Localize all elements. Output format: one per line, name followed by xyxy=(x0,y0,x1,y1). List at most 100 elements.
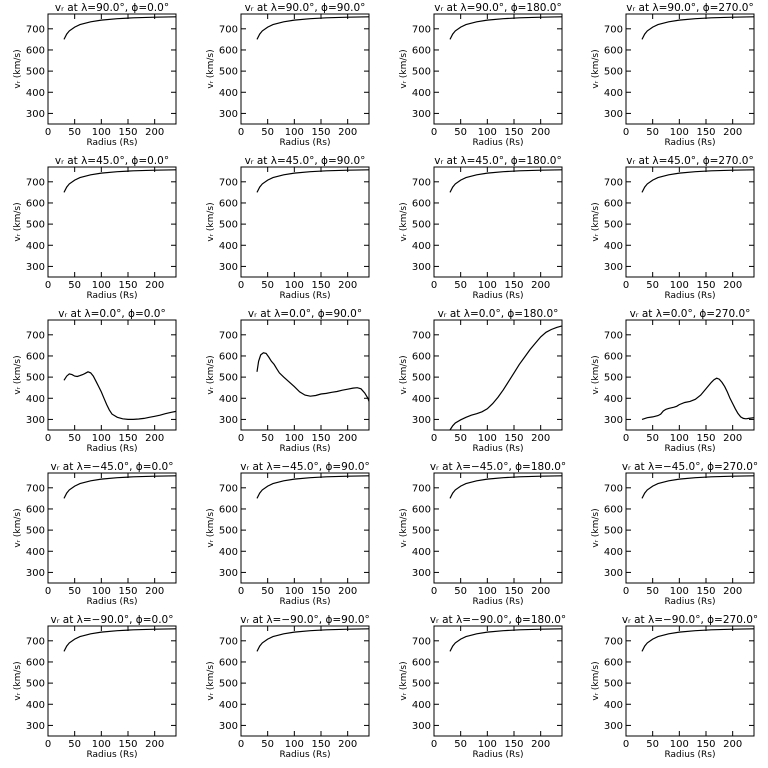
plot-frame xyxy=(47,319,177,431)
x-tick-label: 200 xyxy=(145,280,164,291)
y-tick-label: 500 xyxy=(412,67,431,78)
y-tick-label: 600 xyxy=(604,45,623,56)
x-tick-label: 100 xyxy=(478,739,497,750)
plot-frame xyxy=(47,13,177,125)
series-line xyxy=(256,169,369,193)
y-tick-label: 600 xyxy=(412,504,431,515)
x-axis-label: Radius (Rs) xyxy=(664,444,715,454)
y-tick-label: 700 xyxy=(26,636,45,647)
y-tick-label: 300 xyxy=(26,568,45,579)
y-tick-label: 500 xyxy=(412,526,431,537)
y-tick-label: 700 xyxy=(412,24,431,35)
x-tick-label: 150 xyxy=(311,739,330,750)
y-tick-label: 300 xyxy=(219,415,238,426)
y-axis-label: vᵣ (km/s) xyxy=(13,49,23,88)
y-tick-label: 300 xyxy=(412,109,431,120)
x-axis-label: Radius (Rs) xyxy=(472,291,523,301)
y-tick-label: 300 xyxy=(26,109,45,120)
x-tick-label: 100 xyxy=(92,280,111,291)
x-tick-label: 200 xyxy=(723,586,742,597)
x-tick-label: 200 xyxy=(723,127,742,138)
y-tick-label: 600 xyxy=(219,45,238,56)
panel-title: vᵣ at λ=0.0°, ϕ=270.0° xyxy=(630,308,751,320)
y-tick-label: 600 xyxy=(412,657,431,668)
x-tick-label: 100 xyxy=(670,586,689,597)
y-tick-label: 400 xyxy=(219,241,238,252)
y-axis-label: vᵣ (km/s) xyxy=(591,661,601,700)
series-line xyxy=(449,475,562,499)
y-tick-label: 300 xyxy=(412,568,431,579)
y-axis-label: vᵣ (km/s) xyxy=(399,661,409,700)
x-tick-label: 50 xyxy=(454,127,467,138)
panel-title: vᵣ at λ=−45.0°, ϕ=180.0° xyxy=(430,461,566,473)
x-axis-label: Radius (Rs) xyxy=(664,138,715,148)
series-line xyxy=(256,352,369,402)
y-tick-label: 600 xyxy=(26,504,45,515)
panel-12: vᵣ at λ=0.0°, ϕ=270.0° 0 50 100 150 200 300 400… xyxy=(591,308,755,454)
panel-title: vᵣ at λ=−90.0°, ϕ=0.0° xyxy=(51,614,174,626)
y-tick-label: 500 xyxy=(26,220,45,231)
plot-frame xyxy=(47,472,177,584)
y-tick-label: 700 xyxy=(412,330,431,341)
panel-title: vᵣ at λ=−45.0°, ϕ=90.0° xyxy=(240,461,370,473)
x-tick-label: 0 xyxy=(238,586,244,597)
x-tick-label: 50 xyxy=(646,739,659,750)
y-tick-label: 700 xyxy=(412,177,431,188)
y-axis-label: vᵣ (km/s) xyxy=(206,202,216,241)
y-axis-label: vᵣ (km/s) xyxy=(206,508,216,547)
plot-frame xyxy=(625,472,755,584)
x-axis-label: Radius (Rs) xyxy=(279,597,330,607)
x-tick-label: 0 xyxy=(623,280,629,291)
x-tick-label: 200 xyxy=(531,433,550,444)
panel-9: vᵣ at λ=0.0°, ϕ=0.0° 0 50 100 150 200 300 400 50… xyxy=(13,308,177,454)
panel-2: vᵣ at λ=90.0°, ϕ=90.0° 0 50 100 150 200 300 400… xyxy=(206,2,370,148)
x-axis-label: Radius (Rs) xyxy=(279,750,330,760)
x-tick-label: 0 xyxy=(45,433,51,444)
y-tick-label: 400 xyxy=(219,547,238,558)
y-tick-label: 700 xyxy=(604,330,623,341)
y-tick-label: 700 xyxy=(412,483,431,494)
panel-title: vᵣ at λ=45.0°, ϕ=180.0° xyxy=(434,155,562,167)
series-line xyxy=(641,16,754,40)
x-tick-label: 150 xyxy=(311,127,330,138)
panel-17: vᵣ at λ=−90.0°, ϕ=0.0° 0 50 100 150 200 300 400… xyxy=(13,614,177,760)
series-line xyxy=(449,169,562,193)
plot-frame xyxy=(240,166,370,278)
x-tick-label: 150 xyxy=(311,433,330,444)
panel-title: vᵣ at λ=45.0°, ϕ=270.0° xyxy=(626,155,754,167)
y-axis-label: vᵣ (km/s) xyxy=(591,508,601,547)
y-tick-label: 600 xyxy=(219,657,238,668)
x-tick-label: 150 xyxy=(311,280,330,291)
x-tick-label: 100 xyxy=(285,586,304,597)
x-tick-label: 0 xyxy=(45,739,51,750)
y-tick-label: 300 xyxy=(26,415,45,426)
x-tick-label: 50 xyxy=(261,739,274,750)
panel-title: vᵣ at λ=90.0°, ϕ=0.0° xyxy=(55,2,169,14)
x-tick-label: 50 xyxy=(261,127,274,138)
panel-14: vᵣ at λ=−45.0°, ϕ=90.0° 0 50 100 150 200 300 40… xyxy=(206,461,370,607)
y-tick-label: 700 xyxy=(604,636,623,647)
x-tick-label: 50 xyxy=(646,127,659,138)
y-tick-label: 700 xyxy=(219,483,238,494)
x-tick-label: 50 xyxy=(454,586,467,597)
y-tick-label: 600 xyxy=(604,504,623,515)
x-axis-label: Radius (Rs) xyxy=(86,750,137,760)
y-tick-label: 700 xyxy=(219,24,238,35)
x-tick-label: 0 xyxy=(45,280,51,291)
y-tick-label: 400 xyxy=(26,700,45,711)
x-axis-label: Radius (Rs) xyxy=(472,750,523,760)
panel-title: vᵣ at λ=−45.0°, ϕ=270.0° xyxy=(622,461,758,473)
x-tick-label: 0 xyxy=(623,739,629,750)
x-tick-label: 200 xyxy=(145,586,164,597)
x-tick-label: 0 xyxy=(623,433,629,444)
x-tick-label: 0 xyxy=(623,586,629,597)
x-tick-label: 200 xyxy=(338,739,357,750)
x-tick-label: 150 xyxy=(118,586,137,597)
x-tick-label: 50 xyxy=(454,739,467,750)
y-tick-label: 600 xyxy=(219,504,238,515)
x-tick-label: 150 xyxy=(504,280,523,291)
x-tick-label: 100 xyxy=(478,280,497,291)
x-axis-label: Radius (Rs) xyxy=(86,291,137,301)
y-tick-label: 400 xyxy=(412,547,431,558)
y-axis-label: vᵣ (km/s) xyxy=(13,355,23,394)
